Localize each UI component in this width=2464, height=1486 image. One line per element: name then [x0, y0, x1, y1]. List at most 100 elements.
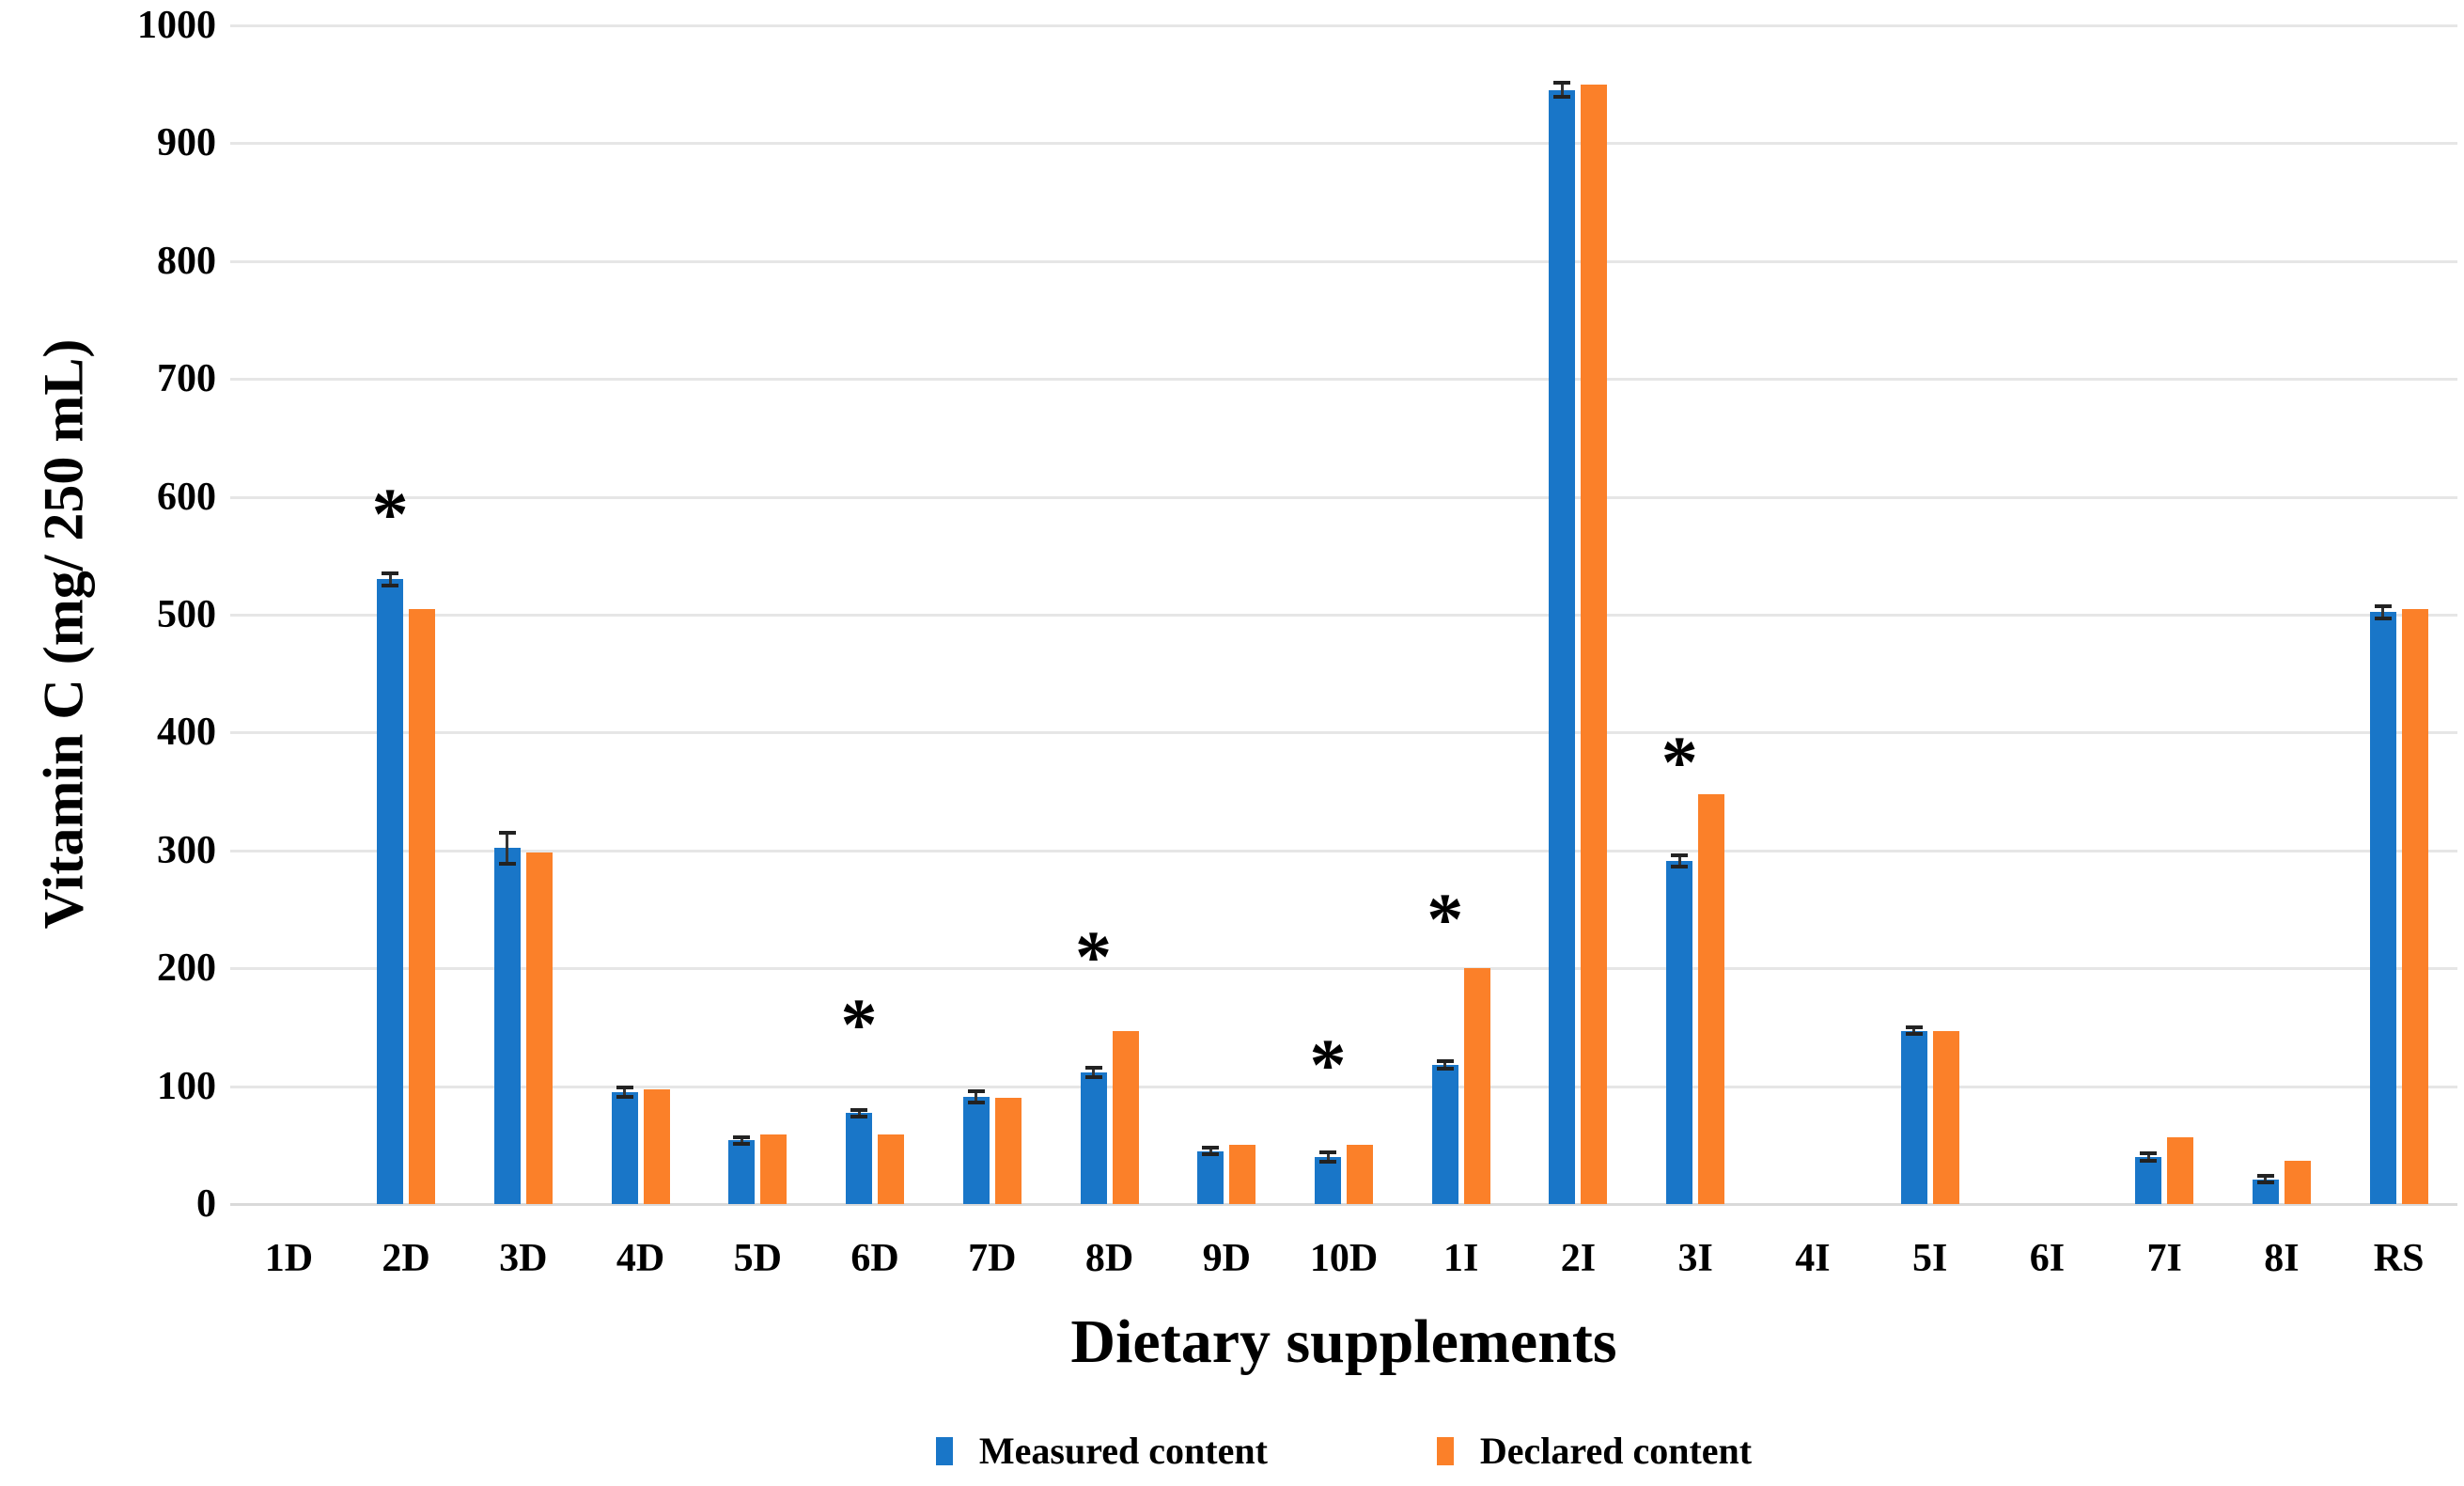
x-tick-label-4D: 4D [616, 1237, 665, 1280]
legend-item-measured: Measured content [935, 1429, 1268, 1473]
error-cap-high-measured-3I [1671, 852, 1689, 857]
bar-declared-3I [1698, 793, 1725, 1204]
x-tick-label-4I: 4I [1795, 1237, 1831, 1280]
error-cap-low-measured-RS [2374, 616, 2392, 620]
error-cap-low-measured-3D [498, 861, 516, 866]
legend-item-declared: Declared content [1436, 1429, 1752, 1473]
error-bar-measured-6D [857, 1109, 861, 1118]
significance-asterisk-2D: * [371, 473, 409, 555]
error-bar-measured-9D [1209, 1147, 1212, 1155]
bar-measured-7I [2135, 1156, 2162, 1204]
error-bar-measured-2I [1560, 83, 1564, 98]
bar-declared-1I [1463, 968, 1490, 1204]
bar-measured-9D [1197, 1150, 1224, 1204]
significance-asterisk-3I: * [1661, 720, 1698, 803]
error-cap-high-measured-2I [1553, 81, 1571, 86]
gridline-0 [230, 1203, 2457, 1206]
error-cap-low-measured-2I [1553, 95, 1571, 100]
error-bar-measured-7I [2146, 1153, 2150, 1161]
bar-declared-5I [1932, 1030, 1959, 1204]
x-axis-title: Dietary supplements [1070, 1307, 1617, 1376]
bar-measured-4D [611, 1091, 638, 1204]
bar-declared-8I [2284, 1160, 2311, 1204]
error-cap-low-measured-6D [850, 1115, 868, 1119]
gridline-1000 [230, 24, 2457, 27]
error-cap-high-measured-RS [2374, 604, 2392, 609]
x-tick-label-2I: 2I [1560, 1237, 1597, 1280]
gridline-700 [230, 378, 2457, 382]
error-bar-measured-3I [1677, 854, 1681, 868]
y-tick-label-500: 500 [157, 593, 216, 636]
x-tick-label-9D: 9D [1202, 1237, 1251, 1280]
x-tick-label-6D: 6D [850, 1237, 899, 1280]
error-cap-high-measured-9D [1202, 1145, 1220, 1150]
bar-measured-2I [1549, 89, 1576, 1204]
x-tick-label-6I: 6I [2029, 1237, 2066, 1280]
bar-declared-8D [1112, 1030, 1139, 1204]
error-cap-low-measured-5I [1905, 1032, 1923, 1037]
bar-declared-2I [1581, 84, 1608, 1204]
error-cap-low-measured-5D [733, 1142, 751, 1147]
x-tick-label-7D: 7D [968, 1237, 1017, 1280]
gridline-300 [230, 849, 2457, 852]
error-cap-high-measured-3D [498, 830, 516, 835]
x-tick-label-10D: 10D [1309, 1237, 1379, 1280]
bar-measured-3D [493, 848, 521, 1204]
bar-measured-2D [377, 579, 404, 1204]
gridline-100 [230, 1085, 2457, 1088]
x-tick-label-7I: 7I [2146, 1237, 2182, 1280]
bar-measured-6D [846, 1113, 873, 1204]
bar-measured-7D [962, 1096, 990, 1204]
error-cap-low-measured-4D [616, 1094, 633, 1099]
error-cap-high-measured-8I [2256, 1173, 2274, 1178]
error-cap-high-measured-8D [1084, 1065, 1102, 1070]
significance-asterisk-8D: * [1075, 915, 1113, 997]
error-cap-high-measured-2D [382, 571, 399, 576]
bar-measured-3I [1666, 861, 1693, 1204]
x-tick-label-5D: 5D [733, 1237, 782, 1280]
y-tick-label-600: 600 [157, 475, 216, 519]
bar-declared-2D [409, 608, 436, 1204]
gridline-600 [230, 495, 2457, 499]
error-bar-measured-8D [1092, 1067, 1096, 1077]
y-tick-label-400: 400 [157, 711, 216, 755]
x-tick-label-2D: 2D [382, 1237, 430, 1280]
gridline-400 [230, 731, 2457, 735]
legend: Measured content Declared content [230, 1429, 2457, 1473]
error-cap-high-measured-10D [1319, 1150, 1336, 1154]
bar-measured-5D [728, 1140, 756, 1204]
gridline-500 [230, 614, 2457, 617]
significance-asterisk-10D: * [1309, 1024, 1347, 1106]
error-bar-measured-4D [623, 1087, 627, 1097]
bar-declared-7D [994, 1098, 1021, 1204]
error-bar-measured-5D [740, 1136, 743, 1145]
x-tick-label-1D: 1D [264, 1237, 314, 1280]
error-bar-measured-3D [506, 832, 509, 864]
y-tick-label-1000: 1000 [137, 4, 216, 47]
y-tick-label-700: 700 [157, 357, 216, 401]
legend-label-measured: Measured content [978, 1430, 1268, 1472]
significance-asterisk-6D: * [840, 983, 878, 1066]
error-cap-low-measured-7I [2140, 1158, 2158, 1163]
gridline-800 [230, 259, 2457, 263]
error-bar-measured-10D [1326, 1151, 1330, 1162]
x-tick-label-8D: 8D [1084, 1237, 1134, 1280]
bar-declared-6D [878, 1134, 905, 1204]
error-cap-high-measured-1I [1436, 1059, 1454, 1064]
error-cap-low-measured-10D [1319, 1159, 1336, 1164]
error-cap-low-measured-9D [1202, 1152, 1220, 1157]
bar-measured-RS [2369, 612, 2396, 1204]
bar-declared-7I [2167, 1136, 2194, 1204]
x-tick-label-5I: 5I [1911, 1237, 1948, 1280]
error-cap-high-measured-7D [967, 1088, 985, 1093]
error-cap-low-measured-8D [1084, 1074, 1102, 1079]
error-cap-low-measured-7D [967, 1101, 985, 1105]
error-cap-high-measured-5D [733, 1134, 751, 1139]
y-tick-label-800: 800 [157, 239, 216, 283]
gridline-200 [230, 967, 2457, 971]
bar-measured-10D [1315, 1156, 1341, 1204]
declared-swatch-icon [1436, 1436, 1454, 1465]
measured-swatch-icon [935, 1436, 953, 1465]
x-tick-label-3D: 3D [499, 1237, 548, 1280]
